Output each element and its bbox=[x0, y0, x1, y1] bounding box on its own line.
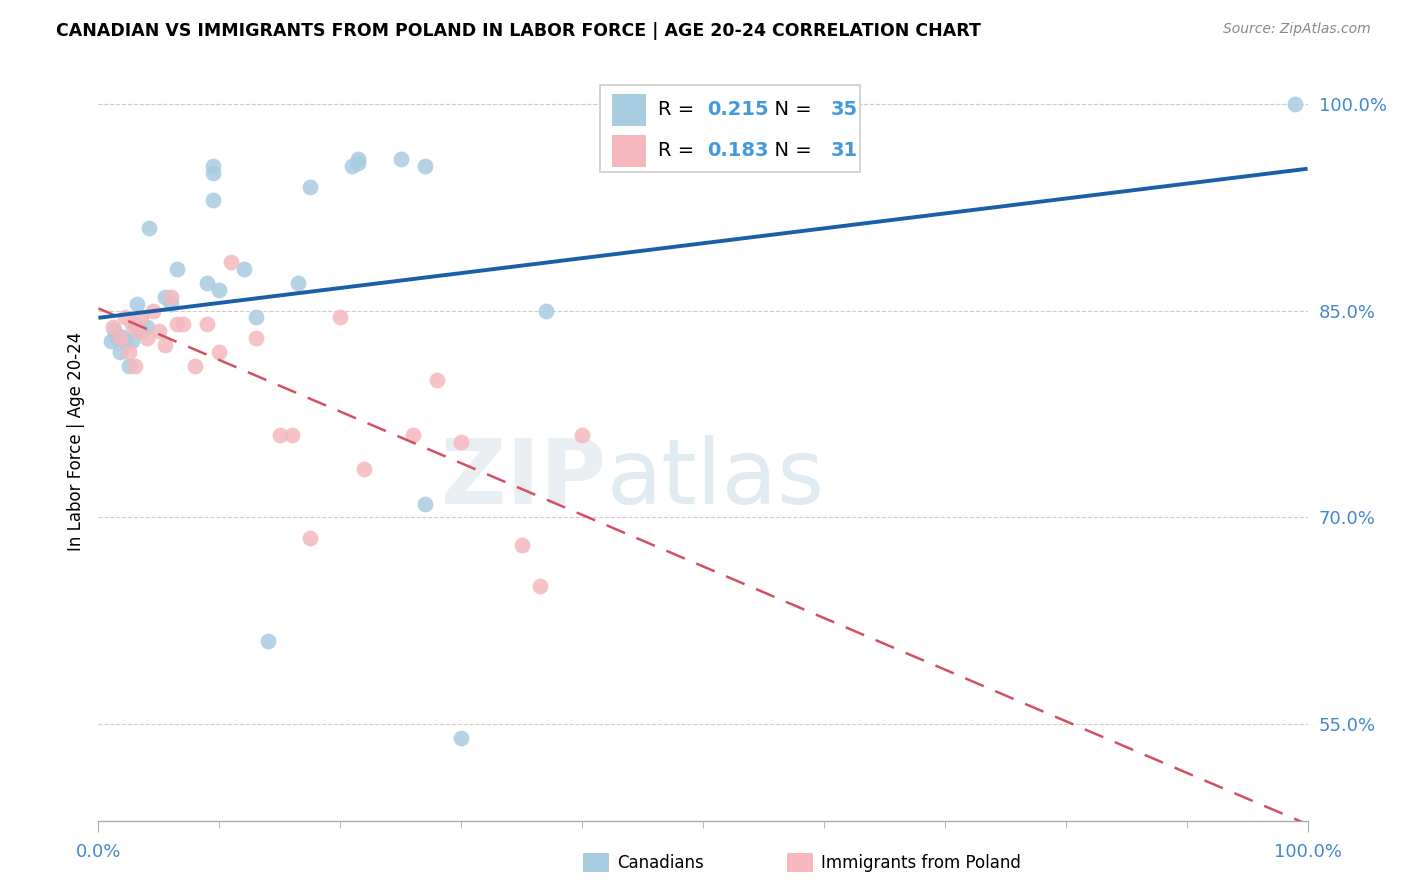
Point bbox=[138, 220, 160, 235]
Point bbox=[121, 318, 143, 332]
Point bbox=[148, 324, 170, 338]
Text: Canadians: Canadians bbox=[617, 854, 704, 871]
Y-axis label: In Labor Force | Age 20-24: In Labor Force | Age 20-24 bbox=[66, 332, 84, 551]
Point bbox=[111, 330, 134, 344]
Point bbox=[534, 303, 557, 318]
Point bbox=[221, 255, 243, 269]
Point bbox=[114, 310, 136, 325]
Point bbox=[118, 345, 141, 359]
Point bbox=[256, 634, 278, 648]
Point bbox=[232, 262, 254, 277]
FancyBboxPatch shape bbox=[600, 85, 860, 172]
Point bbox=[101, 320, 124, 334]
Point bbox=[269, 427, 291, 442]
Point bbox=[1284, 96, 1306, 111]
Point bbox=[195, 318, 218, 332]
Point bbox=[402, 427, 425, 442]
Point bbox=[160, 290, 183, 304]
Point bbox=[202, 166, 225, 180]
Text: Immigrants from Poland: Immigrants from Poland bbox=[821, 854, 1021, 871]
Point bbox=[510, 538, 533, 552]
Text: atlas: atlas bbox=[606, 435, 824, 524]
Text: Source: ZipAtlas.com: Source: ZipAtlas.com bbox=[1223, 22, 1371, 37]
Point bbox=[329, 310, 352, 325]
Text: CANADIAN VS IMMIGRANTS FROM POLAND IN LABOR FORCE | AGE 20-24 CORRELATION CHART: CANADIAN VS IMMIGRANTS FROM POLAND IN LA… bbox=[56, 22, 981, 40]
Point bbox=[245, 331, 267, 345]
Text: R =: R = bbox=[658, 100, 700, 120]
Point bbox=[153, 338, 176, 352]
Point bbox=[127, 324, 149, 338]
Point bbox=[142, 303, 165, 318]
FancyBboxPatch shape bbox=[613, 94, 647, 126]
Point bbox=[347, 152, 370, 166]
Point bbox=[129, 324, 152, 338]
Point bbox=[100, 334, 122, 348]
Text: 31: 31 bbox=[831, 141, 858, 160]
Point bbox=[450, 434, 472, 449]
Point bbox=[347, 156, 370, 170]
Text: N =: N = bbox=[762, 100, 818, 120]
Text: R =: R = bbox=[658, 141, 700, 160]
Point bbox=[245, 310, 267, 325]
Point bbox=[353, 462, 375, 476]
Point bbox=[299, 531, 322, 545]
Point bbox=[342, 159, 364, 173]
Point bbox=[208, 345, 231, 359]
Point bbox=[202, 194, 225, 208]
Point bbox=[108, 345, 131, 359]
Point bbox=[195, 276, 218, 290]
Point bbox=[166, 318, 188, 332]
Point bbox=[571, 427, 593, 442]
Point bbox=[108, 331, 131, 345]
Point bbox=[121, 334, 143, 348]
Point bbox=[124, 318, 146, 332]
Text: 0.215: 0.215 bbox=[707, 100, 768, 120]
Point bbox=[153, 290, 176, 304]
Text: 35: 35 bbox=[831, 100, 858, 120]
Point bbox=[172, 318, 194, 332]
Point bbox=[118, 359, 141, 373]
Point bbox=[184, 359, 207, 373]
Point bbox=[450, 731, 472, 745]
Point bbox=[529, 579, 551, 593]
FancyBboxPatch shape bbox=[613, 135, 647, 167]
Point bbox=[135, 331, 157, 345]
Point bbox=[114, 334, 136, 348]
Point bbox=[129, 310, 152, 325]
Point bbox=[389, 152, 412, 166]
Point bbox=[166, 262, 188, 277]
Point bbox=[160, 296, 183, 310]
Text: N =: N = bbox=[762, 141, 818, 160]
Point bbox=[127, 296, 149, 310]
Point bbox=[281, 427, 304, 442]
Point bbox=[426, 372, 449, 386]
Point bbox=[208, 283, 231, 297]
Point bbox=[103, 323, 125, 337]
Point bbox=[299, 179, 322, 194]
Point bbox=[202, 159, 225, 173]
Text: 0.183: 0.183 bbox=[707, 141, 768, 160]
Point bbox=[135, 320, 157, 334]
Text: ZIP: ZIP bbox=[441, 435, 606, 524]
Point bbox=[413, 497, 436, 511]
Point bbox=[124, 359, 146, 373]
Point bbox=[105, 331, 128, 345]
Point bbox=[287, 276, 309, 290]
Point bbox=[413, 159, 436, 173]
